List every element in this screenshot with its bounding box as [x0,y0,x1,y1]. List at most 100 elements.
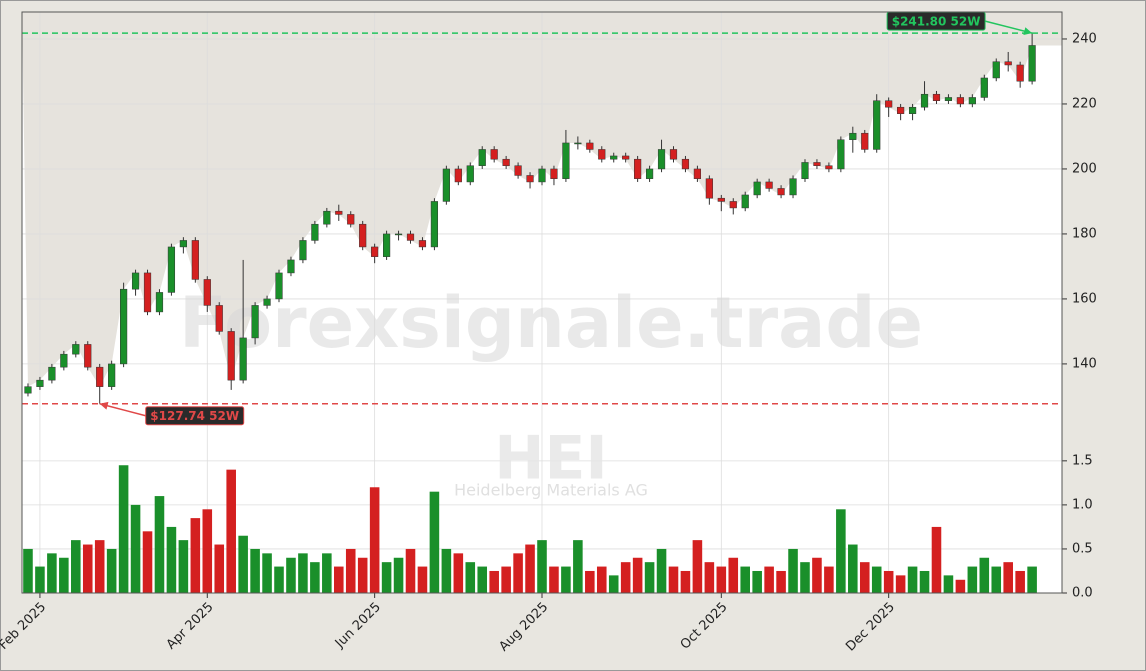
candle-body [84,344,92,368]
volume-bar [238,535,248,593]
symbol-watermark: HEI [494,424,608,494]
volume-bar [704,562,715,593]
volume-bar [1027,566,1037,593]
candle-body [873,100,881,150]
volume-bar [369,487,380,593]
volume-bar [322,553,332,593]
volume-bar [1003,562,1013,593]
y-tick-label: 240 [1072,31,1097,46]
candle-body [574,142,582,145]
volume-bar [1015,570,1025,593]
candle-body [789,178,797,196]
volume-bar [692,540,703,593]
volume-bar [94,540,105,593]
candle-body [227,331,235,381]
candle-body [299,240,307,261]
candle-body [36,379,44,387]
candle-body [108,363,116,387]
volume-bar [477,566,488,593]
candle-body [442,168,450,202]
volume-bar [274,566,284,593]
volume-bar [118,465,129,593]
volume-bar [620,562,631,593]
volume-bar [441,548,452,593]
candle-body [813,162,821,166]
volume-bar [465,562,476,593]
candle-body [526,175,534,183]
candle-body [837,139,845,170]
price-area [22,12,1062,387]
annotation-label: $127.74 52W [150,409,239,423]
volume-bar [405,548,416,593]
volume-tick-label: 0.0 [1072,586,1093,601]
volume-bar [800,562,810,593]
candle-body [562,142,570,179]
candle-body [681,158,690,170]
annotation-label: $241.80 52W [892,15,981,29]
candle-body [897,106,905,114]
volume-bar [429,491,440,593]
candle-body [335,210,343,215]
volume-bar [23,548,33,593]
candle-body [849,132,857,140]
candle-body [634,158,642,179]
candle-body [72,344,80,355]
candle-body [514,165,522,176]
candle-body [311,223,319,241]
candle-body [586,142,594,150]
candle-body [550,168,558,179]
candle-body [347,214,355,225]
volume-bar [71,540,81,593]
candle-body [825,165,833,170]
volume-bar [752,570,762,593]
volume-bar [202,509,213,593]
candle-body [729,201,737,209]
arrow-head [1023,27,1033,36]
volume-bar [59,557,69,593]
volume-bar [656,548,667,593]
volume-bar [35,566,45,593]
candle-body [48,366,56,381]
candle-body [490,149,498,160]
candle-body [920,93,929,108]
y-tick-label: 200 [1072,161,1097,176]
volume-bar [453,553,464,593]
candle-body [885,100,893,108]
candle-body [383,233,391,257]
volume-bar [513,553,523,593]
candle-body [753,181,761,196]
volume-bar [776,570,786,593]
candle-body [861,132,869,150]
candle-body [741,194,749,209]
volume-bar [393,557,404,593]
volume-bar [525,544,535,593]
volume-bar [585,570,595,593]
volume-bar [848,544,858,593]
volume-bar [919,570,930,593]
candle-body [287,259,295,274]
volume-bar [895,575,906,593]
candle-body [908,106,917,114]
candle-body [406,233,415,241]
volume-bar [130,504,141,593]
volume-bar [166,526,177,593]
volume-bar [859,562,870,593]
volume-bar [286,557,296,593]
volume-bar [537,540,547,593]
volume-bar [178,540,189,593]
candle-body [610,155,618,160]
volume-bar [82,544,93,593]
candle-body [478,149,486,166]
candle-body [968,97,976,105]
volume-bar [142,531,153,593]
volume-bar [644,562,655,593]
candle-body [669,149,678,160]
volume-tick-label: 1.5 [1072,453,1093,468]
volume-bar [334,566,344,593]
candle-body [705,178,713,199]
annotation-arrow [984,20,1033,34]
volume-bar [668,566,679,593]
candle-body [323,210,331,225]
candle-body [430,201,439,248]
